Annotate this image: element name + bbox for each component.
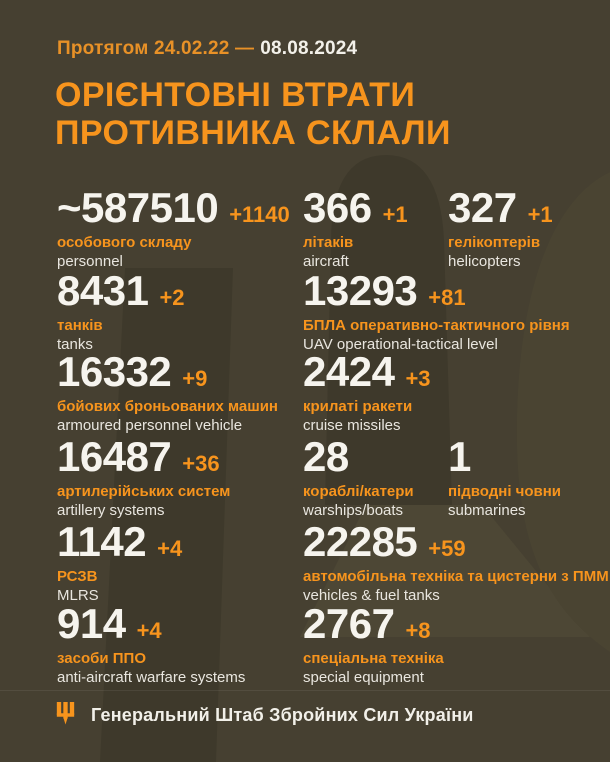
stat-label-ua: особового складу xyxy=(57,234,192,251)
tryzub-icon xyxy=(56,702,75,725)
stat-delta: +9 xyxy=(182,366,208,391)
stat-label-en: armoured personnel vehicle xyxy=(57,417,243,434)
stat-label-en: MLRS xyxy=(57,587,99,604)
stat-delta: +59 xyxy=(428,536,466,561)
stat-aircraft: 366 +1 літаків aircraft xyxy=(303,184,408,270)
stat-delta: +36 xyxy=(182,451,220,476)
report-period: Протягом 24.02.22 —08.08.2024 xyxy=(57,38,357,60)
stat-artillery: 16487 +36 артилерійських систем artiller… xyxy=(57,433,231,519)
stat-value: 22285 xyxy=(303,518,418,565)
footer: Генеральний Штаб Збройних Сил України xyxy=(55,699,474,731)
stat-uav: 13293 +81 БПЛА оперативно-тактичного рів… xyxy=(303,267,570,353)
stat-label-ua: танків xyxy=(57,317,103,334)
stat-vehicles-fuel-tanks: 22285 +59 автомобільна техніка та цистер… xyxy=(303,518,609,604)
stat-label-en: artillery systems xyxy=(57,502,165,519)
stat-helicopters: 327 +1 гелікоптерів helicopters xyxy=(448,184,553,270)
stat-label-ua: крилаті ракети xyxy=(303,398,413,415)
stat-value: 28 xyxy=(303,433,349,480)
stat-label-ua: РСЗВ xyxy=(57,568,98,585)
stat-anti-aircraft: 914 +4 засоби ППО anti-aircraft warfare … xyxy=(57,600,246,686)
stat-label-en: warships/boats xyxy=(303,501,404,519)
stat-label-en: personnel xyxy=(57,253,123,270)
stat-value: 1142 xyxy=(57,518,147,565)
stat-label-en: submarines xyxy=(448,501,526,519)
stat-value: 366 xyxy=(303,184,372,231)
stat-mlrs: 1142 +4 РСЗВ MLRS xyxy=(57,518,183,604)
stat-personnel: ~587510 +1140 особового складу personnel xyxy=(57,184,290,270)
stat-label-en: special equipment xyxy=(303,669,424,686)
stat-value: 327 xyxy=(448,184,517,231)
stat-label-en: vehicles & fuel tanks xyxy=(303,587,440,604)
stat-special-equipment: 2767 +8 спеціальна техніка special equip… xyxy=(303,600,444,686)
stat-label-en: tanks xyxy=(57,336,93,353)
stat-label-ua: гелікоптерів xyxy=(448,234,541,251)
stat-label-ua: кораблі/катери xyxy=(303,482,414,500)
stat-value: 2424 xyxy=(303,348,395,395)
stat-delta: +2 xyxy=(159,285,185,310)
page-title: ОРІЄНТОВНІ ВТРАТИ ПРОТИВНИКА СКЛАЛИ xyxy=(55,76,451,152)
stat-delta: +1 xyxy=(382,202,408,227)
stat-value: ~587510 xyxy=(57,184,219,231)
stat-label-en: cruise missiles xyxy=(303,417,401,434)
stat-label-ua: автомобільна техніка та цистерни з ПММ xyxy=(303,568,609,585)
period-prefix: Протягом 24.02.22 — xyxy=(57,38,255,59)
stat-value: 13293 xyxy=(303,267,418,314)
title-line-2: ПРОТИВНИКА СКЛАЛИ xyxy=(55,114,451,152)
stat-label-ua: спеціальна техніка xyxy=(303,650,444,667)
stat-delta: +4 xyxy=(136,618,162,643)
stat-label-ua: БПЛА оперативно-тактичного рівня xyxy=(303,317,570,334)
stat-submarines: 1 підводні човни submarines xyxy=(448,433,562,519)
stat-armoured-vehicles: 16332 +9 бойових броньованих машин armou… xyxy=(57,348,278,434)
stat-value: 8431 xyxy=(57,267,149,314)
stat-value: 2767 xyxy=(303,600,395,647)
stat-label-en: anti-aircraft warfare systems xyxy=(57,669,246,686)
stat-delta: +1140 xyxy=(229,202,290,227)
stat-value: 16332 xyxy=(57,348,172,395)
stat-delta: +3 xyxy=(405,366,431,391)
stat-label-en: aircraft xyxy=(303,253,349,270)
stat-label-ua: засоби ППО xyxy=(57,650,146,667)
stat-cruise-missiles: 2424 +3 крилаті ракети cruise missiles xyxy=(303,348,431,434)
footer-divider xyxy=(0,690,610,691)
stat-label-en: UAV operational-tactical level xyxy=(303,336,498,353)
stat-value: 1 xyxy=(448,433,471,480)
stat-label-en: helicopters xyxy=(448,253,521,270)
stat-delta: +81 xyxy=(428,285,466,310)
stat-label-ua: літаків xyxy=(303,234,354,251)
period-current-date: 08.08.2024 xyxy=(260,38,358,59)
stat-value: 914 xyxy=(57,600,126,647)
stat-delta: +4 xyxy=(157,536,183,561)
stat-delta: +8 xyxy=(405,618,431,643)
stat-label-ua: артилерійських систем xyxy=(57,483,231,500)
title-line-1: ОРІЄНТОВНІ ВТРАТИ xyxy=(55,76,416,114)
stat-delta: +1 xyxy=(527,202,553,227)
footer-org-name: Генеральний Штаб Збройних Сил України xyxy=(91,704,474,725)
stat-tanks: 8431 +2 танків tanks xyxy=(57,267,185,353)
stat-label-ua: підводні човни xyxy=(448,482,562,500)
stat-warships: 28 кораблі/катери warships/boats xyxy=(303,433,414,519)
stat-label-ua: бойових броньованих машин xyxy=(57,398,278,415)
stat-value: 16487 xyxy=(57,433,172,480)
